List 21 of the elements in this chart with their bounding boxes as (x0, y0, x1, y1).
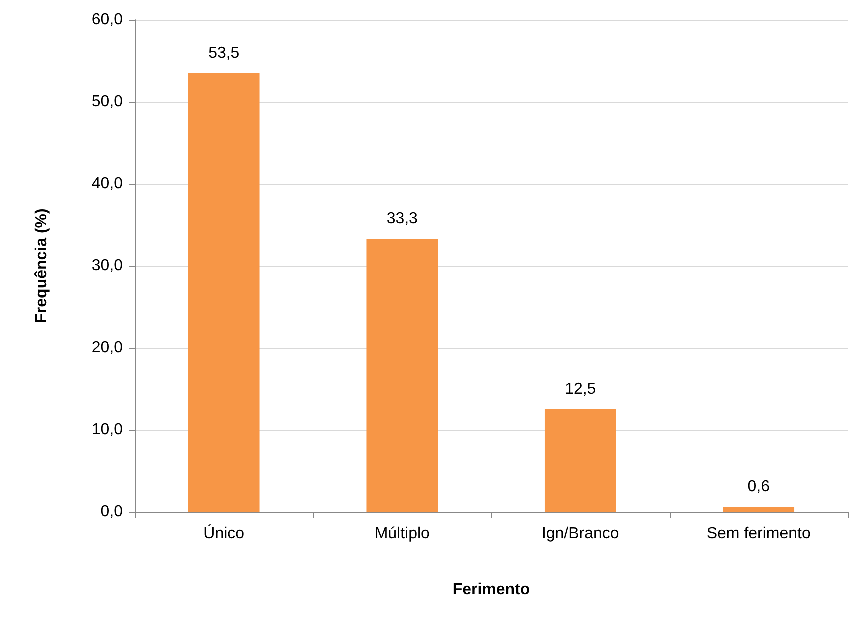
x-tick-label: Múltiplo (374, 526, 430, 542)
data-label: 0,6 (748, 478, 770, 496)
y-tick-label: 0,0 (100, 504, 124, 520)
data-label: 12,5 (565, 381, 596, 398)
x-tick-label: Sem ferimento (706, 526, 811, 542)
y-axis-title: Frequência (%) (34, 208, 50, 324)
x-tick-label: Único (204, 524, 245, 542)
bar (366, 238, 438, 512)
y-tick-label: 50,0 (92, 94, 124, 110)
y-tick-label: 40,0 (92, 176, 124, 192)
y-tick-label: 60,0 (92, 12, 124, 28)
y-tick-label: 10,0 (92, 422, 124, 438)
bar (723, 507, 795, 512)
bar (544, 410, 616, 512)
x-tick-label: Ign/Branco (542, 526, 620, 542)
bar (188, 73, 260, 512)
data-label: 53,5 (208, 44, 240, 62)
y-tick-label: 30,0 (92, 258, 124, 274)
data-label: 33,3 (386, 210, 418, 228)
x-axis-title: Ferimento (452, 582, 530, 598)
y-tick-label: 20,0 (92, 340, 124, 356)
